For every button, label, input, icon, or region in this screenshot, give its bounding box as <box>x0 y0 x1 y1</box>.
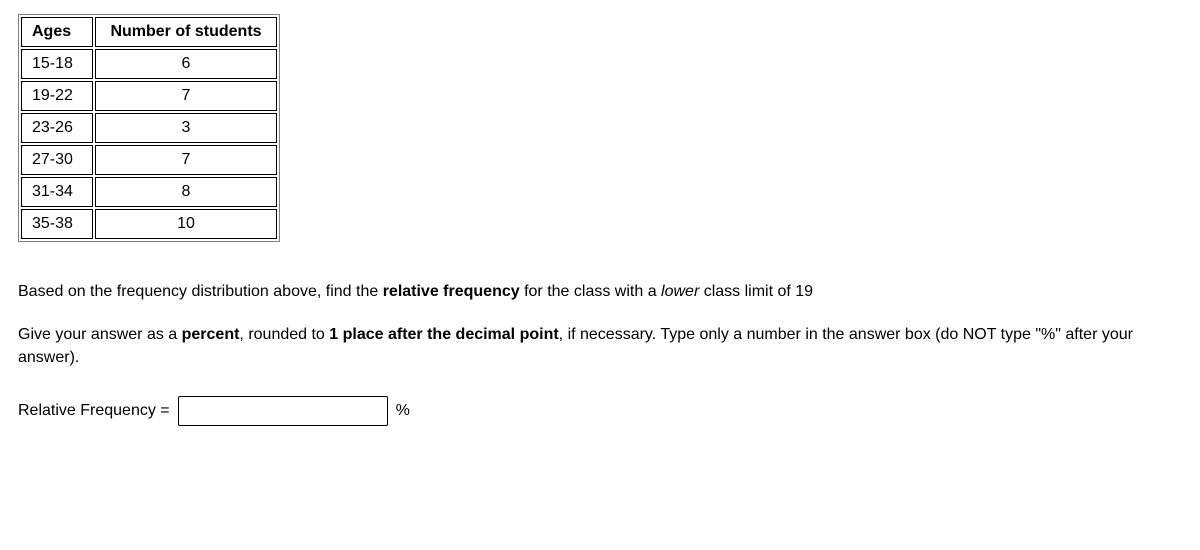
table-row: 27-30 7 <box>21 145 277 175</box>
percent-unit: % <box>396 402 410 420</box>
italic-lower: lower <box>661 283 699 300</box>
cell-ages: 35-38 <box>21 209 93 239</box>
text: for the class with a <box>520 283 661 300</box>
table-header-row: Ages Number of students <box>21 17 277 47</box>
cell-count: 7 <box>95 81 277 111</box>
cell-count: 8 <box>95 177 277 207</box>
cell-ages: 23-26 <box>21 113 93 143</box>
col-header-ages: Ages <box>21 17 93 47</box>
question-paragraph-2: Give your answer as a percent, rounded t… <box>18 323 1138 369</box>
cell-count: 6 <box>95 49 277 79</box>
cell-count: 10 <box>95 209 277 239</box>
cell-count: 7 <box>95 145 277 175</box>
relative-frequency-input[interactable] <box>178 396 388 426</box>
text: , rounded to <box>239 326 329 343</box>
table-row: 35-38 10 <box>21 209 277 239</box>
table-row: 19-22 7 <box>21 81 277 111</box>
cell-ages: 27-30 <box>21 145 93 175</box>
cell-ages: 15-18 <box>21 49 93 79</box>
bold-decimal: 1 place after the decimal point <box>329 326 558 343</box>
cell-ages: 31-34 <box>21 177 93 207</box>
frequency-table: Ages Number of students 15-18 6 19-22 7 … <box>18 14 280 242</box>
cell-ages: 19-22 <box>21 81 93 111</box>
table-row: 15-18 6 <box>21 49 277 79</box>
bold-relative-frequency: relative frequency <box>383 283 520 300</box>
text: class limit of 19 <box>699 283 813 300</box>
table-row: 23-26 3 <box>21 113 277 143</box>
col-header-count: Number of students <box>95 17 277 47</box>
table-row: 31-34 8 <box>21 177 277 207</box>
cell-count: 3 <box>95 113 277 143</box>
answer-row: Relative Frequency = % <box>18 396 1182 426</box>
text: Give your answer as a <box>18 326 182 343</box>
answer-label: Relative Frequency = <box>18 402 170 420</box>
bold-percent: percent <box>182 326 240 343</box>
question-paragraph-1: Based on the frequency distribution abov… <box>18 280 1138 303</box>
text: Based on the frequency distribution abov… <box>18 283 383 300</box>
